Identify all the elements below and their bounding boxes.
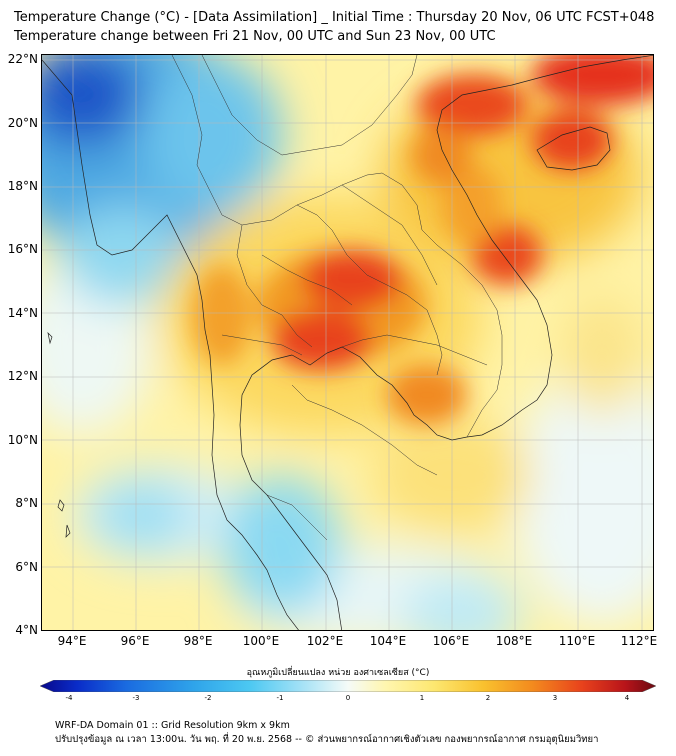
colorbar-tick: 0 (345, 694, 351, 702)
lat-label: 18°N (7, 179, 38, 193)
lon-label: 94°E (57, 634, 87, 648)
lon-label: 106°E (432, 634, 470, 648)
lon-label: 96°E (120, 634, 150, 648)
lon-label: 98°E (183, 634, 213, 648)
footer-credit: ปรับปรุงข้อมูล ณ เวลา 13:00น. วัน พฤ. ที… (55, 734, 599, 745)
field-hot-spots (192, 55, 653, 425)
lat-label: 14°N (7, 306, 38, 320)
country-borders (171, 55, 503, 541)
colorbar (40, 680, 656, 692)
colorbar-label: อุณหภูมิเปลี่ยนแปลง หน่วย องศาเซลเซียส (… (246, 668, 430, 678)
lon-label: 104°E (369, 634, 407, 648)
lon-label: 112°E (620, 634, 658, 648)
map-subtitle: Temperature change between Fri 21 Nov, 0… (14, 29, 496, 44)
colorbar-tick: -1 (276, 694, 284, 702)
colorbar-tick: -3 (132, 694, 140, 702)
lon-label: 102°E (306, 634, 344, 648)
colorbar-gradient (40, 680, 656, 692)
colorbar-tick: -4 (65, 694, 73, 702)
lat-label: 4°N (15, 623, 38, 637)
lat-label: 12°N (7, 369, 38, 383)
colorbar-tick: 1 (419, 694, 425, 702)
colorbar-tick: 3 (552, 694, 558, 702)
graticule (42, 55, 653, 630)
colorbar-tick: 4 (624, 694, 630, 702)
lat-label: 22°N (7, 52, 38, 66)
temperature-change-field (42, 55, 653, 630)
map-title: Temperature Change (°C) - [Data Assimila… (14, 10, 655, 25)
lat-label: 16°N (7, 242, 38, 256)
colorbar-tick: 2 (485, 694, 491, 702)
lon-label: 108°E (495, 634, 533, 648)
footer-domain-info: WRF-DA Domain 01 :: Grid Resolution 9km … (55, 720, 290, 731)
lat-label: 8°N (15, 496, 38, 510)
lat-label: 10°N (7, 433, 38, 447)
map-panel (41, 54, 654, 631)
colorbar-tick: -2 (204, 694, 212, 702)
lon-label: 110°E (558, 634, 596, 648)
lat-label: 20°N (7, 116, 38, 130)
lat-label: 6°N (15, 560, 38, 574)
lon-label: 100°E (242, 634, 280, 648)
